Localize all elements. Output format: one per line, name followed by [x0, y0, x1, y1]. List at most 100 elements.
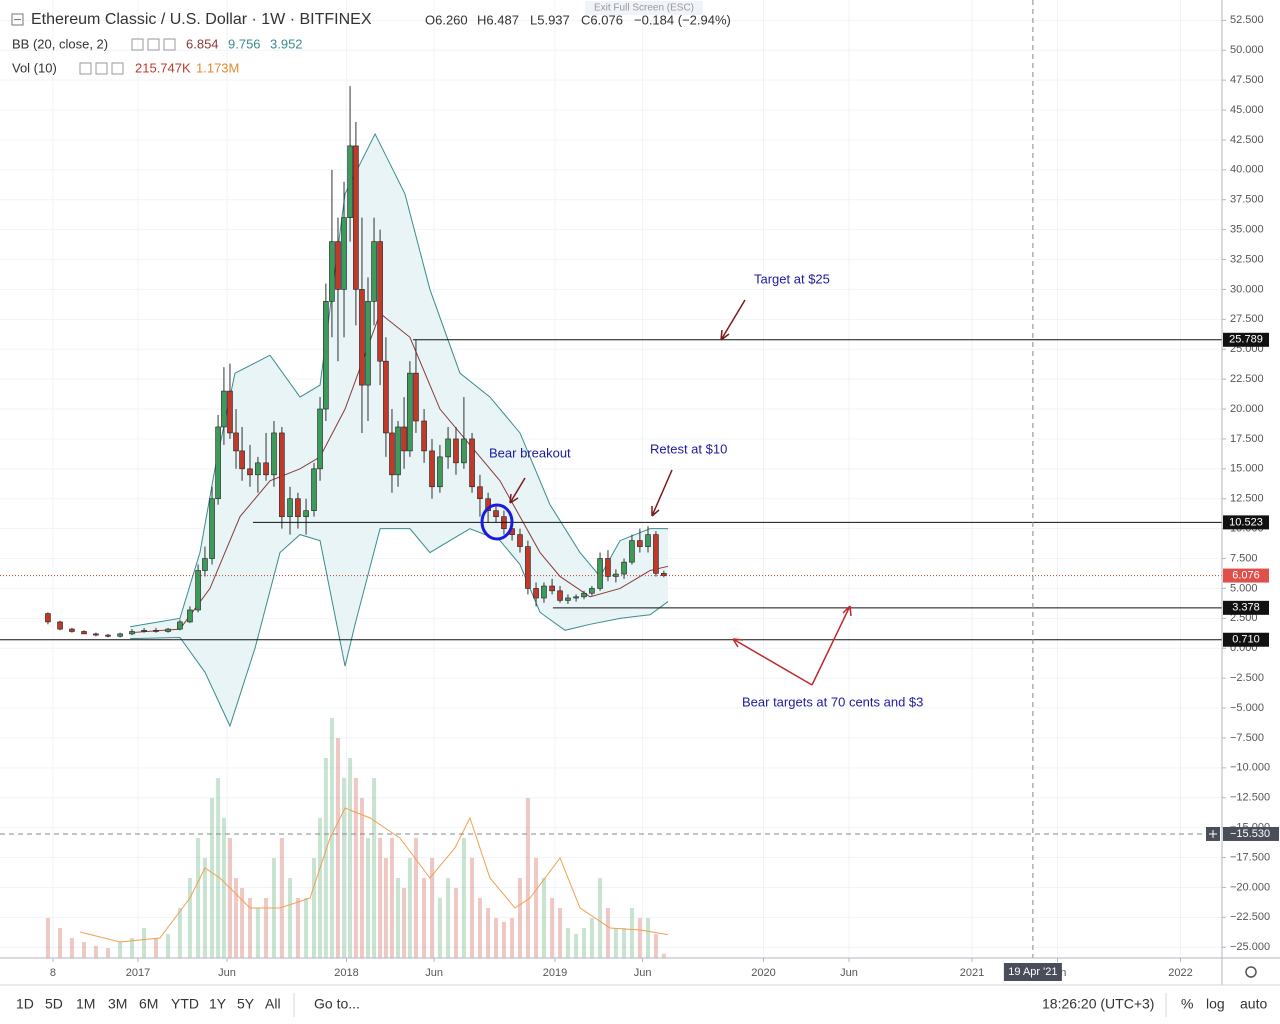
x-tick-label: Jun — [840, 967, 858, 979]
exit-button-bg[interactable] — [585, 1, 703, 15]
level-tag — [1223, 600, 1269, 615]
candle-body — [365, 301, 371, 386]
y-tick-label: −10.000 — [1230, 762, 1270, 774]
range-button[interactable]: 3M — [108, 996, 127, 1012]
y-tick-label: 35.000 — [1230, 224, 1264, 236]
volume-bar — [93, 946, 98, 958]
bb-value: 3.952 — [270, 36, 303, 51]
range-button[interactable]: All — [265, 996, 281, 1012]
candle-body — [413, 372, 419, 422]
icon[interactable] — [79, 62, 92, 75]
volume-bar — [279, 838, 284, 958]
candle-body — [429, 450, 435, 488]
volume-bar — [430, 858, 435, 958]
highlight-circle — [480, 503, 514, 541]
level-tag — [1223, 632, 1269, 647]
volume-bar — [598, 878, 603, 958]
goto-button[interactable]: Go to... — [314, 996, 360, 1012]
range-button[interactable]: 6M — [139, 996, 158, 1012]
exit-button[interactable]: Exit Full Screen (ESC) — [594, 3, 694, 14]
volume-bar — [407, 858, 412, 958]
candle-body — [637, 540, 643, 547]
percent-toggle[interactable]: % — [1181, 996, 1193, 1012]
arrow — [720, 299, 746, 341]
volume-bar — [106, 948, 111, 958]
y-tick-label: 17.500 — [1230, 433, 1264, 445]
level-tag-label: 10.523 — [1229, 516, 1263, 528]
candle-body — [303, 510, 309, 517]
volume-bar — [353, 778, 358, 958]
range-button[interactable]: 1D — [16, 996, 34, 1012]
volume-bar — [446, 878, 451, 958]
auto-toggle[interactable]: auto — [1240, 996, 1267, 1012]
y-tick-label: 15.000 — [1230, 463, 1264, 475]
range-button[interactable]: 5D — [45, 996, 63, 1012]
volume-bar — [372, 778, 377, 958]
y-tick-label: 47.500 — [1230, 74, 1264, 86]
indicator-icons — [79, 38, 176, 75]
volume-bar — [550, 898, 555, 958]
crosshair-y-tag — [1223, 826, 1279, 841]
candle-body — [215, 426, 221, 500]
candle-body — [493, 510, 499, 517]
candle-body — [317, 408, 323, 470]
band-line — [130, 528, 669, 728]
vol-value: 1.173M — [196, 60, 239, 75]
candle-body — [93, 633, 99, 636]
volume-bar — [264, 898, 269, 958]
range-button[interactable]: YTD — [171, 996, 199, 1012]
arrow — [732, 638, 813, 686]
range-button[interactable]: 5Y — [237, 996, 255, 1012]
icon[interactable] — [131, 38, 144, 51]
settings-icon[interactable] — [1245, 966, 1257, 978]
volume-bar — [653, 934, 658, 958]
y-tick-label: 37.500 — [1230, 194, 1264, 206]
y-tick-label: 52.500 — [1230, 14, 1264, 26]
axes: 52.500 50.000 47.500 45.000 42.500 40.000 37.5… — [50, 14, 1279, 981]
volume-bar — [486, 908, 491, 958]
candle-body — [407, 372, 413, 452]
candle-body — [129, 631, 135, 635]
candle-body — [141, 629, 147, 632]
candle-body — [255, 462, 261, 476]
icon[interactable] — [147, 38, 160, 51]
y-tick-label: −25.000 — [1230, 941, 1270, 953]
range-button[interactable]: 1Y — [209, 996, 227, 1012]
volume-bar — [323, 758, 328, 958]
volume-bar — [422, 878, 427, 958]
icon[interactable] — [95, 62, 108, 75]
x-tick-label: Jun — [634, 967, 652, 979]
arrow — [811, 605, 852, 686]
bb-value: 9.756 — [228, 36, 261, 51]
icon[interactable] — [163, 38, 176, 51]
candle-body — [202, 558, 208, 571]
y-tick-label: 42.500 — [1230, 134, 1264, 146]
candle-body — [227, 390, 233, 434]
annotation: Bear breakout — [489, 445, 571, 460]
y-tick-label: 50.000 — [1230, 44, 1264, 56]
volume-bar — [589, 918, 594, 958]
volume-bar — [202, 858, 207, 958]
volume-bar — [453, 888, 458, 958]
volume-bar — [210, 798, 215, 958]
volume-bar — [613, 928, 618, 958]
volume-bar — [661, 953, 666, 958]
toolbar: Go to... 18:26:20 (UTC+3) % log auto 1D 5… — [16, 966, 1267, 1017]
x-tick-label: 2020 — [751, 967, 775, 979]
price-tag — [1223, 568, 1269, 583]
collapse-icon[interactable] — [11, 13, 24, 26]
candle-body — [401, 426, 407, 452]
volume-bar — [501, 922, 506, 958]
range-button[interactable]: 1M — [76, 996, 95, 1012]
volume-bar — [295, 898, 300, 958]
annotations: Target at $25 Bear breakout Retest at $1… — [489, 271, 923, 709]
candle-body — [311, 468, 317, 511]
x-tick-label: 2017 — [126, 967, 150, 979]
level-tag — [1223, 515, 1269, 530]
icon[interactable] — [111, 62, 124, 75]
y-tick-label: 45.000 — [1230, 104, 1264, 116]
log-toggle[interactable]: log — [1206, 996, 1225, 1012]
volume-bar — [629, 908, 634, 958]
candle-body — [377, 241, 383, 362]
volume-bar — [574, 934, 579, 958]
